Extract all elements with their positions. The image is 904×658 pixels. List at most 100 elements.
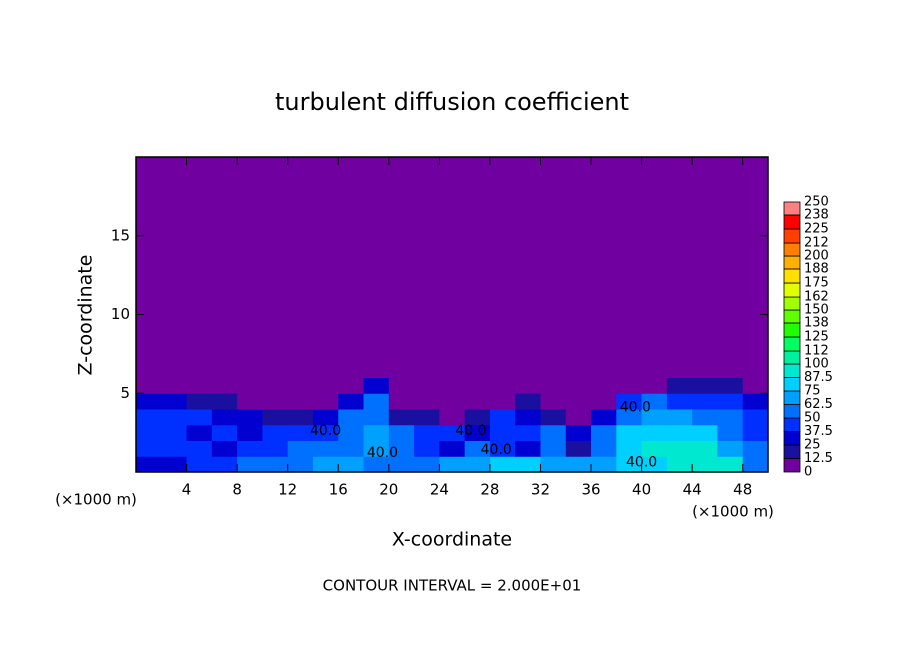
field-cell bbox=[136, 409, 162, 426]
field-cell bbox=[388, 157, 415, 378]
field-cell bbox=[237, 424, 263, 441]
x-tick-label: 12 bbox=[278, 481, 297, 499]
colorbar-label: 238 bbox=[804, 207, 829, 222]
x-axis-label: X-coordinate bbox=[392, 529, 512, 551]
field-cell bbox=[540, 409, 567, 426]
field-cell bbox=[666, 440, 693, 457]
colorbar-swatch bbox=[783, 296, 801, 311]
field-cell bbox=[414, 440, 440, 457]
footer-note: CONTOUR INTERVAL = 2.000E+01 bbox=[323, 577, 582, 595]
field-cell bbox=[211, 393, 238, 410]
field-cell bbox=[717, 157, 744, 378]
field-cell bbox=[489, 377, 516, 394]
contour-label: 40.0 bbox=[620, 399, 651, 415]
colorbar-label: 12.5 bbox=[804, 451, 833, 466]
field-cell bbox=[262, 409, 289, 426]
colorbar-label: 112 bbox=[804, 344, 829, 359]
field-cell bbox=[186, 409, 213, 426]
contour-label: 40.0 bbox=[481, 442, 512, 458]
field-cell bbox=[692, 377, 718, 394]
field-cell bbox=[540, 456, 567, 473]
x-tick-label: 8 bbox=[232, 481, 242, 499]
field-cell bbox=[439, 393, 466, 410]
field-cell bbox=[388, 377, 415, 394]
field-cell bbox=[439, 377, 466, 394]
field-cell bbox=[439, 157, 466, 378]
field-cell bbox=[717, 424, 744, 441]
field-cell bbox=[515, 409, 541, 426]
field-cell bbox=[161, 424, 188, 441]
field-cell bbox=[464, 456, 491, 473]
colorbar-label: 125 bbox=[804, 330, 829, 345]
colorbar-swatch bbox=[783, 458, 801, 473]
field-cell bbox=[414, 409, 440, 426]
field-cell bbox=[262, 377, 289, 394]
field-cell bbox=[591, 456, 617, 473]
field-cell bbox=[641, 456, 668, 473]
field-cell bbox=[186, 393, 213, 410]
field-cell bbox=[363, 157, 390, 378]
field-cell bbox=[388, 393, 415, 410]
colorbar-swatch bbox=[783, 404, 801, 419]
field-cell bbox=[287, 456, 314, 473]
field-cell bbox=[591, 157, 617, 378]
contour-label: 40.0 bbox=[455, 423, 486, 439]
field-cell bbox=[565, 377, 592, 394]
field-cell bbox=[591, 393, 617, 410]
field-cell bbox=[565, 157, 592, 378]
field-cell bbox=[237, 440, 263, 457]
colorbar-label: 250 bbox=[804, 195, 829, 210]
colorbar-swatch bbox=[783, 390, 801, 405]
field-cell bbox=[186, 157, 213, 378]
field-cell bbox=[186, 424, 213, 441]
field-cell bbox=[565, 424, 592, 441]
field-cell bbox=[338, 424, 365, 441]
field-cell bbox=[388, 440, 415, 457]
field-cell bbox=[262, 424, 289, 441]
field-cell bbox=[641, 157, 668, 378]
colorbar-label: 75 bbox=[804, 384, 821, 399]
x-tick-label: 20 bbox=[379, 481, 398, 499]
field-cell bbox=[161, 409, 188, 426]
field-cell bbox=[211, 409, 238, 426]
field-cell bbox=[692, 393, 718, 410]
field-cell bbox=[489, 393, 516, 410]
field-cell bbox=[161, 440, 188, 457]
field-cell bbox=[616, 424, 643, 441]
field-cell bbox=[515, 157, 541, 378]
field-cell bbox=[312, 424, 339, 441]
field-cell bbox=[515, 393, 541, 410]
field-cell bbox=[666, 456, 693, 473]
field-cell bbox=[742, 409, 769, 426]
colorbar-label: 0 bbox=[804, 465, 812, 480]
field-cell bbox=[186, 440, 213, 457]
field-cell bbox=[363, 440, 390, 457]
field-cell bbox=[641, 409, 668, 426]
field-cell bbox=[717, 409, 744, 426]
field-cell bbox=[262, 440, 289, 457]
field-cell bbox=[464, 157, 491, 378]
field-cell bbox=[565, 456, 592, 473]
field-cell bbox=[692, 424, 718, 441]
field-cell bbox=[136, 440, 162, 457]
field-cell bbox=[136, 456, 162, 473]
field-cell bbox=[161, 377, 188, 394]
chart-title: turbulent diffusion coefficient bbox=[275, 88, 629, 116]
x-tick-label: 16 bbox=[329, 481, 348, 499]
field-cell bbox=[742, 456, 769, 473]
colorbar-label: 225 bbox=[804, 222, 829, 237]
field-cell bbox=[338, 456, 365, 473]
field-cell bbox=[591, 409, 617, 426]
field-cell bbox=[237, 393, 263, 410]
colorbar-swatch bbox=[783, 417, 801, 432]
field-cell bbox=[338, 377, 365, 394]
field-cell bbox=[262, 393, 289, 410]
field-cell bbox=[717, 440, 744, 457]
colorbar-swatch bbox=[783, 444, 801, 459]
x-unit-label: (×1000 m) bbox=[692, 503, 774, 521]
colorbar-label: 62.5 bbox=[804, 397, 833, 412]
field-cell bbox=[388, 409, 415, 426]
field-cell bbox=[287, 377, 314, 394]
field-cell bbox=[616, 377, 643, 394]
field-cell bbox=[666, 157, 693, 378]
